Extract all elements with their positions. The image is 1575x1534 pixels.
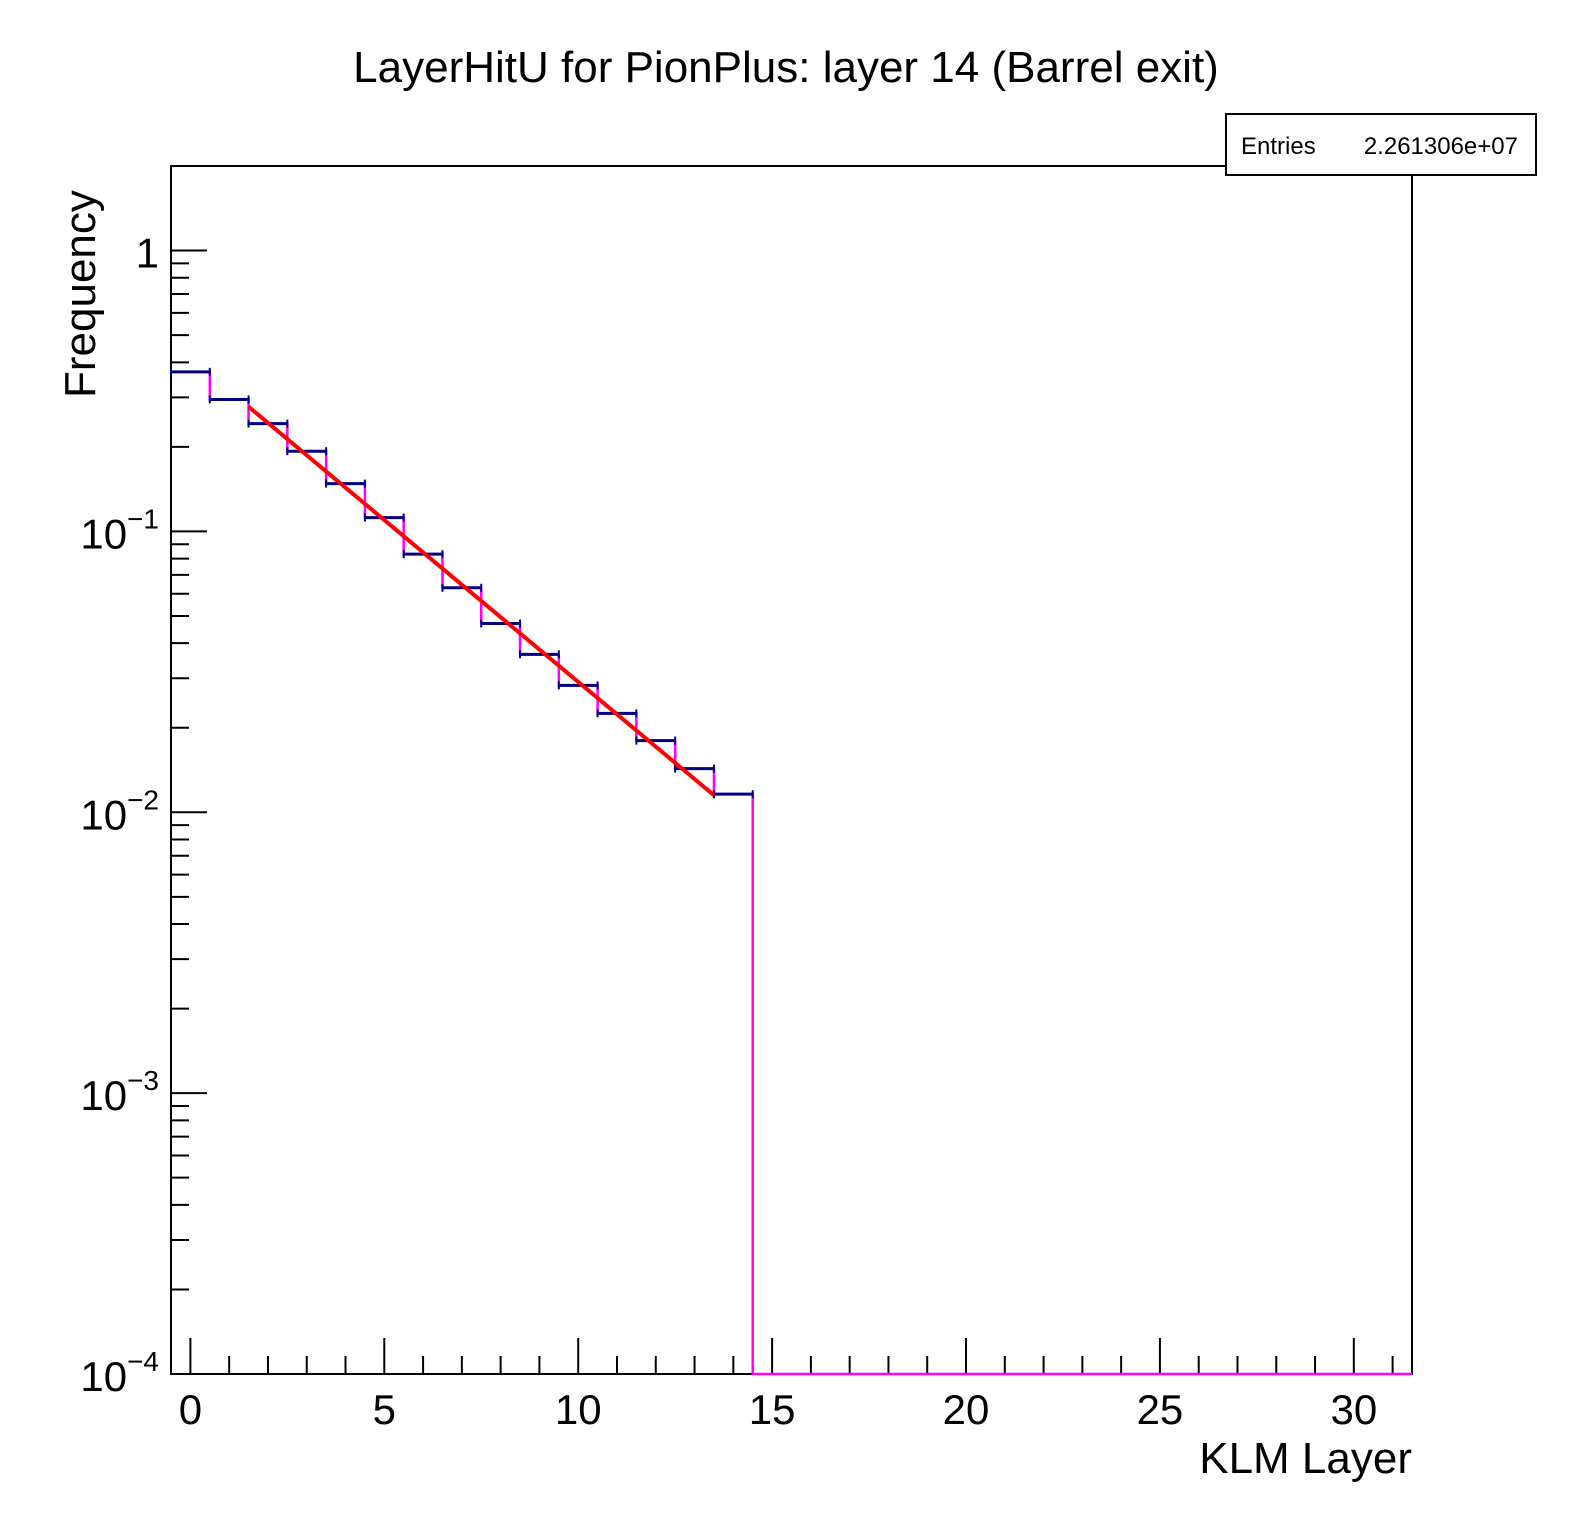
y-tick-label: 10−4 <box>80 1346 159 1400</box>
plot-frame-rect <box>170 165 1413 1375</box>
axis-ticks: 0 5 10 15 20 25 30 1 10−1 10−2 10−3 10−4 <box>80 165 1394 1433</box>
histogram-outline <box>171 370 1412 1376</box>
x-tick-label: 15 <box>749 1386 796 1433</box>
x-axis-label: KLM Layer <box>1199 1434 1412 1483</box>
stats-box: Entries 2.261306e+07 <box>1225 113 1537 176</box>
y-tick-label: 10−1 <box>80 503 159 557</box>
chart-title: LayerHitU for PionPlus: layer 14 (Barrel… <box>353 43 1219 92</box>
stats-entries-value: 2.261306e+07 <box>1364 133 1518 160</box>
stats-box-frame <box>1225 113 1537 176</box>
stats-entries-label: Entries <box>1241 133 1316 160</box>
fit-line-group <box>247 405 716 797</box>
x-tick-label: 10 <box>555 1386 602 1433</box>
y-tick-label: 10−2 <box>80 784 159 838</box>
plot-frame <box>170 165 1413 1375</box>
x-tick-label: 5 <box>373 1386 396 1433</box>
fit-line <box>247 405 716 797</box>
error-bars <box>170 367 754 799</box>
y-axis-label: Frequency <box>56 190 105 398</box>
x-tick-label: 30 <box>1330 1386 1377 1433</box>
x-tick-label: 25 <box>1137 1386 1184 1433</box>
y-tick-label: 10−3 <box>80 1065 159 1119</box>
x-tick-label: 0 <box>179 1386 202 1433</box>
histogram <box>171 370 1412 1376</box>
y-tick-label: 1 <box>136 230 159 277</box>
x-tick-label: 20 <box>943 1386 990 1433</box>
